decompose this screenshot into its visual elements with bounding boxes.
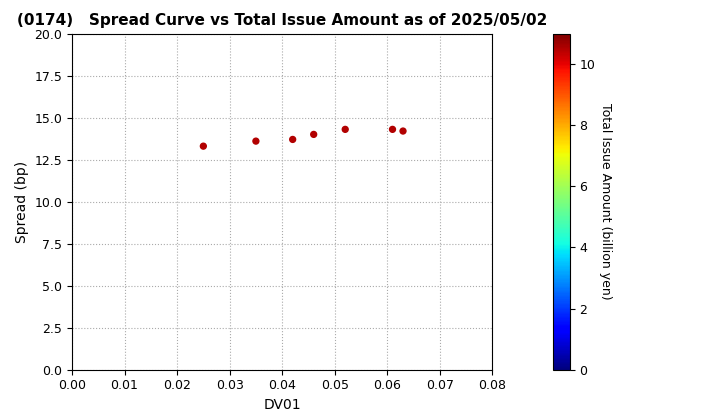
Point bbox=[250, 138, 261, 144]
Point bbox=[197, 143, 209, 150]
Point bbox=[287, 136, 298, 143]
Y-axis label: Spread (bp): Spread (bp) bbox=[15, 160, 29, 243]
X-axis label: DV01: DV01 bbox=[264, 398, 301, 412]
Y-axis label: Total Issue Amount (billion yen): Total Issue Amount (billion yen) bbox=[599, 103, 612, 300]
Point bbox=[387, 126, 398, 133]
Point bbox=[397, 128, 409, 134]
Title: (0174)   Spread Curve vs Total Issue Amount as of 2025/05/02: (0174) Spread Curve vs Total Issue Amoun… bbox=[17, 13, 547, 28]
Point bbox=[308, 131, 320, 138]
Point bbox=[339, 126, 351, 133]
